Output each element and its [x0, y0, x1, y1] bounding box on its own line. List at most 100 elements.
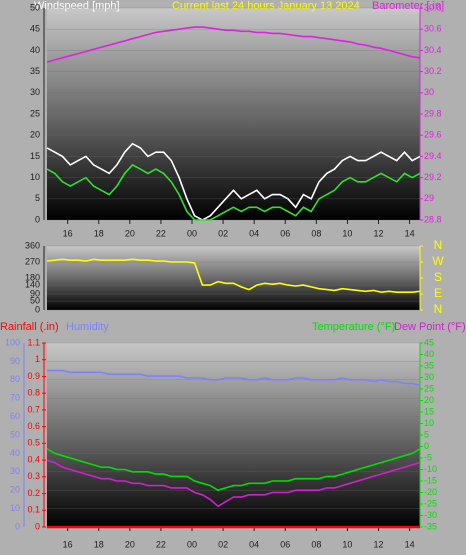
x-tick-label: 06 [280, 228, 290, 238]
x-tick-label: 22 [156, 539, 166, 549]
y3-tick-label: -10 [424, 464, 437, 474]
y2-tick-label: 0 [35, 521, 40, 531]
y-tick-label: 50 [10, 429, 20, 439]
x-tick-label: 22 [156, 228, 166, 238]
x-tick-label: 10 [342, 539, 352, 549]
chart-title: Current last 24 hours January 13 2024 [172, 0, 360, 12]
x-tick-label: 04 [249, 539, 259, 549]
y-tick-label: 30 [10, 466, 20, 476]
y3-tick-label: -35 [424, 521, 437, 531]
y-tick-label: 70 [10, 393, 20, 403]
y3-tick-label: 35 [424, 360, 434, 370]
y2-tick-label: 1.1 [27, 337, 40, 347]
y-tick-label: 100 [5, 337, 20, 347]
y2-tick-label: 29.2 [424, 172, 442, 182]
y-axis-label: Windspeed [mph] [34, 0, 120, 12]
y3-tick-label: 15 [424, 406, 434, 416]
y2-tick-label: 0.5 [27, 438, 40, 448]
y-tick-label: 30 [30, 87, 40, 97]
x-tick-label: 20 [125, 539, 135, 549]
y3-tick-label: -30 [424, 510, 437, 520]
y3-tick-label: 5 [424, 429, 429, 439]
y2-tick-label: 0.1 [27, 505, 40, 515]
y3-tick-label: 45 [424, 337, 434, 347]
y2-tick-label: 30.6 [424, 24, 442, 34]
x-tick-label: 10 [342, 228, 352, 238]
y2-tick-label: 0.6 [27, 421, 40, 431]
y3-tick-label: 0 [424, 441, 429, 451]
y2-tick-label: 30.4 [424, 45, 442, 55]
x-tick-label: 08 [311, 228, 321, 238]
y3-tick-label: 40 [424, 349, 434, 359]
y-tick-label: 50 [30, 295, 40, 305]
y2-axis-label: Barometer [.in] [372, 0, 444, 12]
y2-tick-label: W [432, 254, 444, 268]
y2-tick-label: S [434, 270, 442, 284]
y-tick-label: 140 [25, 279, 40, 289]
y2-tick-label: 1 [35, 354, 40, 364]
x-tick-label: 14 [405, 228, 415, 238]
y3-tick-label: 25 [424, 383, 434, 393]
y2-tick-label: 28.8 [424, 214, 442, 224]
y2-tick-label: 0.2 [27, 488, 40, 498]
y2-tick-label: 30.8 [424, 2, 442, 12]
y3-tick-label: 10 [424, 418, 434, 428]
x-tick-label: 18 [94, 228, 104, 238]
y-tick-label: 40 [10, 448, 20, 458]
x-tick-label: 00 [187, 539, 197, 549]
legend-label: Humidity [66, 321, 109, 333]
y2-tick-label: 29.8 [424, 108, 442, 118]
y3-tick-label: -25 [424, 498, 437, 508]
x-tick-label: 12 [373, 539, 383, 549]
legend-label: Temperature (°F) [312, 321, 395, 333]
x-tick-label: 20 [125, 228, 135, 238]
y-tick-label: 0 [35, 304, 40, 314]
y-tick-label: 80 [10, 374, 20, 384]
y-tick-label: 50 [30, 2, 40, 12]
y2-tick-label: 29 [424, 193, 434, 203]
y2-tick-label: 29.6 [424, 130, 442, 140]
y-tick-label: 360 [25, 240, 40, 250]
y2-tick-label: 0.7 [27, 404, 40, 414]
x-tick-label: 02 [218, 228, 228, 238]
y3-tick-label: -15 [424, 475, 437, 485]
y3-tick-label: -20 [424, 487, 437, 497]
x-tick-label: 16 [63, 228, 73, 238]
legend-label: Rainfall (.in) [0, 321, 59, 333]
y2-tick-label: 0.3 [27, 471, 40, 481]
y2-tick-label: E [434, 286, 442, 300]
y-tick-label: 20 [10, 485, 20, 495]
x-tick-label: 08 [311, 539, 321, 549]
x-tick-label: 02 [218, 539, 228, 549]
data-line [46, 448, 421, 492]
x-tick-label: 00 [187, 228, 197, 238]
x-tick-label: 06 [280, 539, 290, 549]
y-tick-label: 40 [30, 45, 40, 55]
y-tick-label: 10 [10, 503, 20, 513]
y-tick-label: 10 [30, 172, 40, 182]
y2-tick-label: 30 [424, 87, 434, 97]
y3-tick-label: -5 [424, 452, 432, 462]
y-tick-label: 180 [25, 272, 40, 282]
y-tick-label: 270 [25, 256, 40, 266]
data-line [47, 369, 421, 387]
data-line [46, 142, 421, 221]
data-line [46, 459, 421, 508]
y2-tick-label: N [434, 302, 443, 316]
y3-tick-label: 30 [424, 372, 434, 382]
y-tick-label: 45 [30, 24, 40, 34]
y-tick-label: 20 [30, 130, 40, 140]
data-line [46, 258, 421, 294]
x-tick-label: 12 [373, 228, 383, 238]
y-tick-label: 0 [35, 214, 40, 224]
x-tick-label: 14 [405, 539, 415, 549]
y-tick-label: 0 [15, 521, 20, 531]
y2-tick-label: 0.8 [27, 388, 40, 398]
y2-tick-label: N [434, 238, 443, 252]
y3-tick-label: 20 [424, 395, 434, 405]
y2-tick-label: 0.4 [27, 454, 40, 464]
y-tick-label: 35 [30, 66, 40, 76]
legend-label: Dew Point (°F) [394, 321, 466, 333]
data-line [46, 163, 421, 221]
